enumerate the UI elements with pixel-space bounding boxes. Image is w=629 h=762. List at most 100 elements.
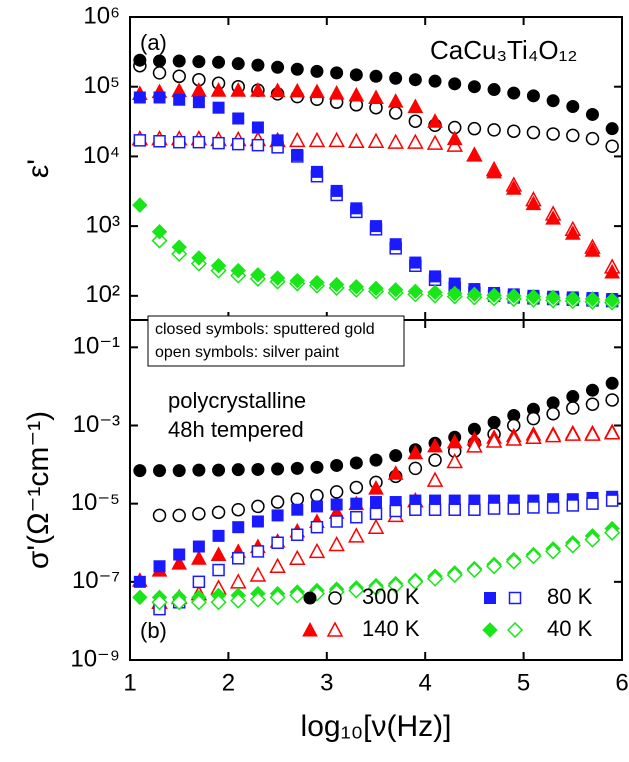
marker <box>566 401 580 415</box>
marker <box>389 449 403 463</box>
marker <box>427 284 443 301</box>
marker <box>171 239 187 255</box>
marker <box>368 480 384 495</box>
marker <box>192 463 206 477</box>
marker <box>367 579 385 596</box>
marker <box>289 82 306 98</box>
marker <box>210 546 227 562</box>
marker <box>466 146 483 162</box>
marker <box>566 390 580 404</box>
marker <box>212 463 226 477</box>
marker <box>507 86 521 100</box>
marker <box>426 134 444 150</box>
marker <box>269 557 286 574</box>
marker <box>407 573 424 590</box>
marker <box>172 508 186 523</box>
legend-label: 40 K <box>547 616 593 641</box>
marker <box>211 505 226 520</box>
marker <box>585 107 599 121</box>
marker <box>152 66 167 80</box>
x-tick-label: 3 <box>320 669 333 696</box>
marker <box>173 93 186 106</box>
marker <box>388 106 403 120</box>
legend-label: 80 K <box>547 584 593 609</box>
marker <box>231 57 245 71</box>
y-tick-label: 10⁻¹ <box>73 333 120 360</box>
marker <box>309 83 325 99</box>
marker <box>369 507 383 521</box>
marker <box>545 210 561 225</box>
y-tick-label: 10² <box>85 281 120 308</box>
marker <box>605 122 619 136</box>
marker <box>370 220 382 233</box>
marker <box>269 270 286 286</box>
marker <box>468 503 481 516</box>
marker <box>190 594 207 611</box>
marker <box>350 510 363 524</box>
marker <box>407 283 424 300</box>
marker <box>408 73 422 87</box>
marker <box>171 594 188 611</box>
marker <box>387 465 404 480</box>
marker <box>191 82 207 97</box>
marker <box>171 555 188 570</box>
marker <box>328 535 345 552</box>
marker <box>251 462 265 476</box>
y-axis-label: ε' <box>22 159 55 178</box>
marker <box>408 114 423 128</box>
y-tick-label: 10⁶ <box>83 2 120 29</box>
note-box <box>147 315 405 367</box>
marker <box>310 520 324 534</box>
marker <box>367 132 385 149</box>
marker <box>387 577 404 594</box>
marker <box>249 591 266 608</box>
marker <box>172 135 186 149</box>
marker <box>526 411 541 426</box>
marker <box>330 515 343 528</box>
marker <box>172 69 186 84</box>
marker <box>151 224 168 240</box>
marker <box>525 548 542 565</box>
marker <box>408 461 423 476</box>
marker <box>387 93 404 108</box>
y-tick-label: 10⁻⁹ <box>70 645 120 672</box>
marker <box>151 232 168 249</box>
marker <box>251 499 265 514</box>
marker <box>289 272 305 289</box>
marker <box>231 502 245 517</box>
marker <box>212 136 225 150</box>
marker <box>586 497 599 510</box>
marker <box>212 563 225 577</box>
marker <box>153 560 166 573</box>
marker <box>448 503 461 516</box>
x-axis-label: log₁₀[ν(Hz)] <box>301 710 452 743</box>
marker <box>231 137 245 151</box>
marker <box>566 100 580 114</box>
marker <box>505 430 523 446</box>
y-tick-label: 10⁻⁵ <box>71 489 120 516</box>
marker <box>487 123 501 137</box>
marker <box>328 85 345 100</box>
marker <box>348 86 365 102</box>
marker <box>603 424 621 440</box>
marker <box>486 287 502 303</box>
marker <box>407 444 424 460</box>
marker <box>369 69 383 83</box>
marker <box>505 553 522 570</box>
marker <box>389 238 402 251</box>
legend-label: 140 K <box>362 616 420 641</box>
marker <box>153 464 167 478</box>
marker <box>251 58 265 72</box>
marker <box>427 113 443 128</box>
marker <box>389 504 402 518</box>
marker <box>544 427 562 443</box>
marker <box>389 71 403 85</box>
marker <box>192 540 205 553</box>
marker <box>467 121 482 136</box>
marker <box>527 501 540 514</box>
marker <box>271 536 284 549</box>
marker <box>368 89 384 105</box>
legend-label: 300 K <box>362 584 420 609</box>
marker <box>133 464 147 478</box>
